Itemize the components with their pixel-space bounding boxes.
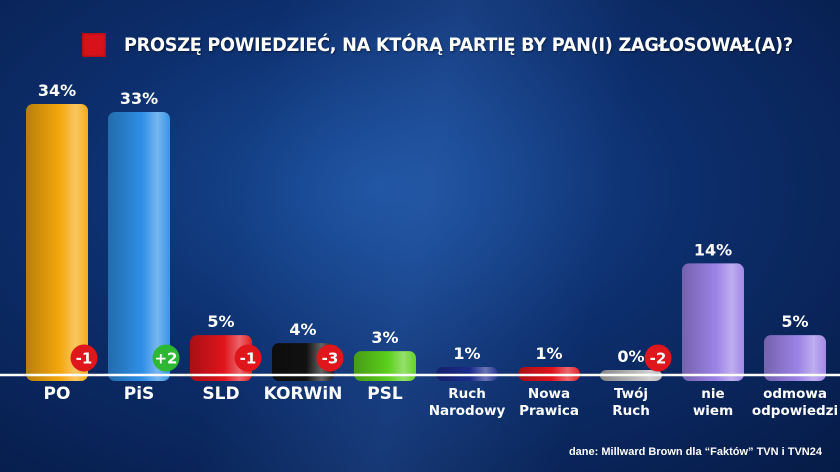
value-label: 4%: [289, 320, 316, 339]
bar: [354, 351, 416, 381]
value-label: 0%: [617, 347, 644, 366]
value-label: 3%: [371, 328, 398, 347]
category-label: KORWiN: [264, 384, 343, 404]
bar: [26, 104, 88, 381]
category-label: odpowiedzi: [752, 403, 838, 419]
bar: [764, 335, 826, 381]
value-label: 33%: [120, 89, 158, 108]
change-badge: [644, 344, 672, 372]
value-label: 5%: [781, 312, 808, 331]
value-label: 34%: [38, 81, 76, 100]
value-label: 1%: [535, 344, 562, 363]
change-badge-label: +2: [154, 350, 177, 368]
category-label: Nowa: [528, 386, 570, 402]
change-badge: [152, 344, 180, 372]
change-badge: [234, 344, 262, 372]
change-badge-label: -2: [650, 350, 667, 368]
category-label: SLD: [202, 384, 239, 404]
bar: [108, 111, 170, 382]
value-label: 1%: [453, 344, 480, 363]
category-label: nie: [701, 386, 724, 402]
value-label: 5%: [207, 312, 234, 331]
chart-title: PROSZĘ POWIEDZIEĆ, NA KTÓRĄ PARTIĘ BY PA…: [124, 34, 793, 56]
change-badge-label: -1: [240, 350, 257, 368]
category-label: Ruch: [448, 386, 486, 402]
category-label: wiem: [693, 403, 733, 419]
category-label: odmowa: [763, 386, 827, 402]
title-marker-square: [82, 33, 106, 57]
category-label: Prawica: [519, 403, 579, 419]
source-note: dane: Millward Brown dla “Faktów” TVN i …: [568, 446, 822, 458]
value-label: 14%: [694, 240, 732, 259]
category-label: Narodowy: [429, 403, 506, 419]
change-badge-label: -3: [322, 350, 339, 368]
change-badge: [70, 344, 98, 372]
category-label: Ruch: [612, 403, 650, 419]
category-label: PiS: [124, 384, 155, 404]
category-label: PO: [44, 384, 71, 404]
title-row: PROSZĘ POWIEDZIEĆ, NA KTÓRĄ PARTIĘ BY PA…: [82, 30, 840, 60]
bar: [682, 263, 744, 381]
category-label: Twój: [614, 386, 648, 402]
category-label: PSL: [367, 384, 403, 404]
labels-group: 34%PO-133%PiS+25%SLD-14%KORWiN-33%PSL1%R…: [38, 81, 838, 419]
change-badge: [316, 344, 344, 372]
bar: [190, 335, 252, 381]
change-badge-label: -1: [76, 350, 93, 368]
